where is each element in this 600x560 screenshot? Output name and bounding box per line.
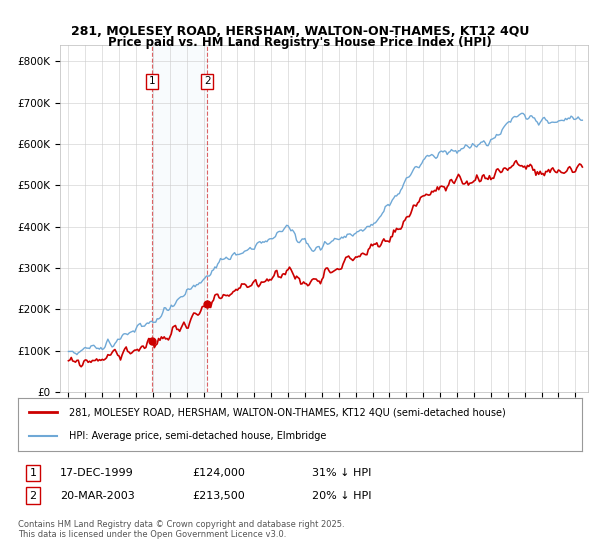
Bar	[152, 45, 207, 392]
Text: 17-DEC-1999: 17-DEC-1999	[60, 468, 134, 478]
Text: 20% ↓ HPI: 20% ↓ HPI	[312, 491, 371, 501]
Text: HPI: Average price, semi-detached house, Elmbridge: HPI: Average price, semi-detached house,…	[69, 431, 326, 441]
Text: 1: 1	[149, 76, 155, 86]
Text: £124,000: £124,000	[192, 468, 245, 478]
Text: Price paid vs. HM Land Registry's House Price Index (HPI): Price paid vs. HM Land Registry's House …	[108, 36, 492, 49]
Text: 2: 2	[204, 76, 211, 86]
Text: Contains HM Land Registry data © Crown copyright and database right 2025.
This d: Contains HM Land Registry data © Crown c…	[18, 520, 344, 539]
Text: 281, MOLESEY ROAD, HERSHAM, WALTON-ON-THAMES, KT12 4QU: 281, MOLESEY ROAD, HERSHAM, WALTON-ON-TH…	[71, 25, 529, 38]
Text: 1: 1	[29, 468, 37, 478]
Text: 281, MOLESEY ROAD, HERSHAM, WALTON-ON-THAMES, KT12 4QU (semi-detached house): 281, MOLESEY ROAD, HERSHAM, WALTON-ON-TH…	[69, 408, 506, 418]
Text: £213,500: £213,500	[192, 491, 245, 501]
Text: 20-MAR-2003: 20-MAR-2003	[60, 491, 135, 501]
Text: 2: 2	[29, 491, 37, 501]
Text: 31% ↓ HPI: 31% ↓ HPI	[312, 468, 371, 478]
